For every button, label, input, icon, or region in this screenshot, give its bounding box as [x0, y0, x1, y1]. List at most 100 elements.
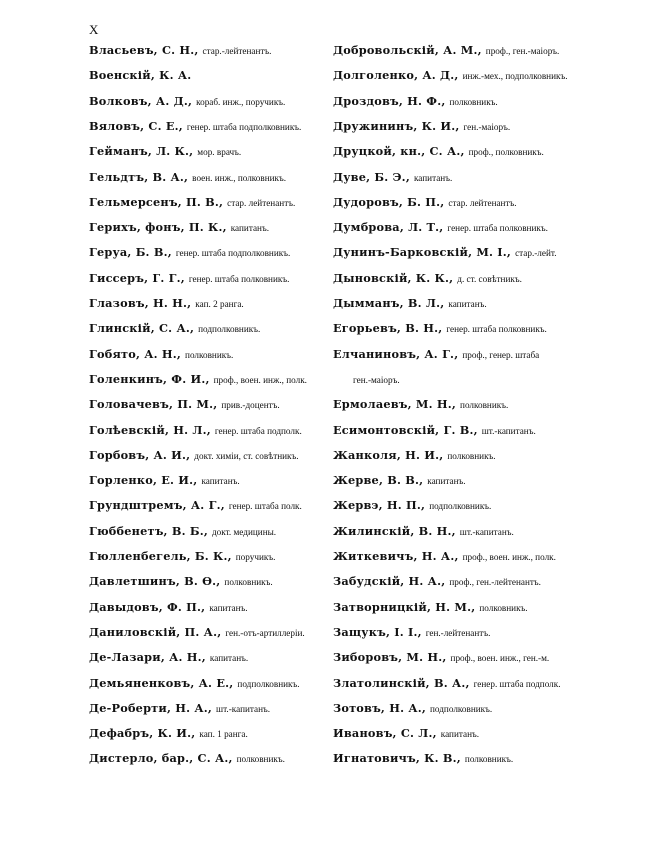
- list-entry: Давлетшинъ, В. Ѳ., полковникъ.: [89, 573, 273, 589]
- entry-description: подполковникъ.: [237, 678, 300, 689]
- entry-description: полковникъ.: [447, 450, 496, 461]
- list-entry: Защукъ, І. І., ген.-лейтенантъ.: [333, 624, 490, 640]
- entry-description: кораб. инж., поручикъ.: [196, 96, 286, 107]
- entry-description: воен. инж., полковникъ.: [192, 172, 287, 183]
- entry-description: ген.-отъ-артиллеріи.: [225, 627, 305, 638]
- entry-name: Демьяненковъ, А. Е.,: [89, 675, 234, 690]
- entry-description: полковникъ.: [224, 577, 273, 588]
- list-entry: Дунинъ-Барковскій, М. І., стар.-лейт.: [333, 244, 557, 260]
- entry-description: капитанъ.: [230, 223, 270, 234]
- entry-description: ген.-лейтенантъ.: [425, 627, 491, 638]
- list-entry: Головачевъ, П. М., прив.-доцентъ.: [89, 396, 280, 412]
- entry-name: Власьевъ, С. Н.,: [89, 43, 199, 57]
- entry-description: мор. врачъ.: [197, 147, 242, 158]
- entry-name: Жилинскій, В. Н.,: [333, 523, 456, 538]
- entry-name: Голѣевскій, Н. Л.,: [89, 422, 211, 437]
- entry-name: Думброва, Л. Т.,: [333, 220, 444, 235]
- entry-description: шт.-капитанъ.: [459, 526, 514, 537]
- entry-name: Гиссеръ, Г. Г.,: [89, 270, 185, 285]
- entry-name: Долголенко, А. Д.,: [333, 68, 459, 83]
- list-entry: Дистерло, бар., С. А., полковникъ.: [89, 750, 285, 766]
- entry-description: генер. штаба подполк.: [214, 425, 302, 436]
- list-entry: Дуве, Б. Э., капитанъ.: [333, 169, 452, 185]
- entry-description: проф., воен. инж., полк.: [462, 552, 556, 562]
- list-entry: Гюббенетъ, В. Б., докт. медицины.: [89, 523, 276, 539]
- list-entry: Дроздовъ, Н. Ф., полковникъ.: [333, 93, 498, 109]
- entry-description: докт. химіи, ст. совѣтникъ.: [194, 450, 299, 461]
- entry-continuation: ген.-маіоръ.: [353, 371, 400, 387]
- entry-description: капитанъ.: [209, 602, 248, 613]
- entry-description: капитанъ.: [201, 476, 240, 487]
- entry-name: Давлетшинъ, В. Ѳ.,: [89, 574, 221, 589]
- list-entry: Дыновскій, К. К., д. ст. совѣтникъ.: [333, 270, 522, 286]
- entry-description: проф., ген.-лейтенантъ.: [449, 577, 541, 588]
- entry-name: Зиборовъ, М. Н.,: [333, 650, 447, 665]
- entry-description: проф., генер. штаба: [462, 349, 540, 360]
- entry-name: Друцкой, кн., С. А.,: [333, 144, 465, 159]
- list-entry: Забудскій, Н. А., проф., ген.-лейтенантъ.: [333, 573, 541, 589]
- entry-description: проф., воен. инж., полк.: [213, 374, 307, 385]
- list-entry: Гиссеръ, Г. Г., генер. штаба полковникъ.: [89, 270, 289, 286]
- entry-name: Военскій, К. А.: [89, 68, 192, 83]
- entry-name: Затворницкій, Н. М.,: [333, 599, 476, 614]
- entry-description: полковникъ.: [479, 602, 528, 613]
- entry-name: Глазовъ, Н. Н.,: [89, 296, 192, 310]
- entry-description: капитанъ.: [448, 299, 487, 309]
- entry-description: генер. штаба полк.: [228, 501, 302, 512]
- list-entry: Герихъ, фонъ, П. К., капитанъ.: [89, 219, 269, 235]
- list-entry: Вяловъ, С. Е., генер. штаба подполковникъ…: [89, 118, 301, 134]
- entry-description: кап. 1 ранга.: [199, 729, 248, 740]
- entry-name: Есимонтовскій, Г. В.,: [333, 422, 478, 437]
- entry-name: Гельдтъ, В. А.,: [89, 169, 189, 184]
- entry-description: инж.-мех., подполковникъ.: [462, 71, 568, 82]
- entry-name: Давыдовъ, Ф. П.,: [89, 599, 206, 614]
- entry-description: прив.-доцентъ.: [221, 400, 280, 411]
- entry-description: полковникъ.: [236, 754, 285, 765]
- entry-description: капитанъ.: [440, 729, 480, 740]
- entry-name: Гюббенетъ, В. Б.,: [89, 523, 208, 538]
- entry-name: Гобято, А. Н.,: [89, 346, 182, 361]
- list-entry: Думброва, Л. Т., генер. штаба полковникъ.: [333, 219, 548, 235]
- entry-description: ген.-маіоръ.: [353, 374, 400, 385]
- entry-name: Де-Лазари, А. Н.,: [89, 650, 206, 665]
- entry-name: Забудскій, Н. А.,: [333, 574, 446, 589]
- list-entry: Жилинскій, В. Н., шт.-капитанъ.: [333, 523, 514, 539]
- list-entry: Даниловскій, П. А., ген.-отъ-артиллеріи.: [89, 624, 305, 640]
- list-entry: Дружининъ, К. И., ген.-маіоръ.: [333, 118, 510, 134]
- entry-description: шт.-капитанъ.: [216, 703, 271, 714]
- entry-description: капитанъ.: [209, 653, 249, 664]
- list-entry: Власьевъ, С. Н., стар.-лейтенантъ.: [89, 42, 271, 58]
- list-entry: Гельдтъ, В. А., воен. инж., полковникъ.: [89, 169, 286, 185]
- list-entry: Зотовъ, Н. А., подполковникъ.: [333, 700, 492, 716]
- entry-name: Гельмерсенъ, П. В.,: [89, 194, 224, 209]
- entry-name: Жервэ, Н. П.,: [333, 498, 426, 513]
- list-entry: Дефабръ, К. И., кап. 1 ранга.: [89, 725, 248, 741]
- list-entry: Голенкинъ, Ф. И., проф., воен. инж., полк…: [89, 371, 307, 387]
- entry-name: Зотовъ, Н. А.,: [333, 700, 427, 715]
- entry-description: стар.-лейт.: [515, 248, 557, 259]
- list-entry: Дудоровъ, Б. П., стар. лейтенантъ.: [333, 194, 517, 210]
- list-entry: Егорьевъ, В. Н., генер. штаба полковникъ.: [333, 320, 547, 336]
- entry-description: генер. штаба подполковникъ.: [175, 248, 291, 259]
- list-entry: Друцкой, кн., С. А., проф., полковникъ.: [333, 143, 544, 159]
- entry-name: Даниловскій, П. А.,: [89, 624, 222, 639]
- entry-name: Грундштремъ, А. Г.,: [89, 498, 225, 513]
- entry-description: докт. медицины.: [211, 526, 277, 537]
- list-entry: Ермолаевъ, М. Н., полковникъ.: [333, 396, 508, 412]
- entry-description: генер. штаба полковникъ.: [188, 273, 290, 284]
- entry-name: Герихъ, фонъ, П. К.,: [89, 220, 227, 235]
- entry-description: генер. штаба полковникъ.: [446, 324, 547, 335]
- entry-description: проф., полковникъ.: [468, 147, 544, 158]
- list-entry: Де-Лазари, А. Н., капитанъ.: [89, 649, 248, 665]
- list-entry: Дымманъ, В. Л., капитанъ.: [333, 295, 487, 311]
- entry-description: полковникъ.: [460, 400, 509, 411]
- entry-name: Дуве, Б. Э.,: [333, 169, 410, 184]
- entry-name: Ермолаевъ, М. Н.,: [333, 397, 457, 412]
- entry-name: Елчаниновъ, А. Г.,: [333, 346, 459, 361]
- entry-description: ген.-маіоръ.: [463, 121, 511, 132]
- entry-name: Ивановъ, С. Л.,: [333, 726, 437, 741]
- entry-name: Вяловъ, С. Е.,: [89, 118, 183, 133]
- entry-description: капитанъ.: [413, 172, 453, 183]
- entry-name: Жерве, В. В.,: [333, 473, 424, 488]
- entry-name: Глинскій, С. А.,: [89, 321, 195, 336]
